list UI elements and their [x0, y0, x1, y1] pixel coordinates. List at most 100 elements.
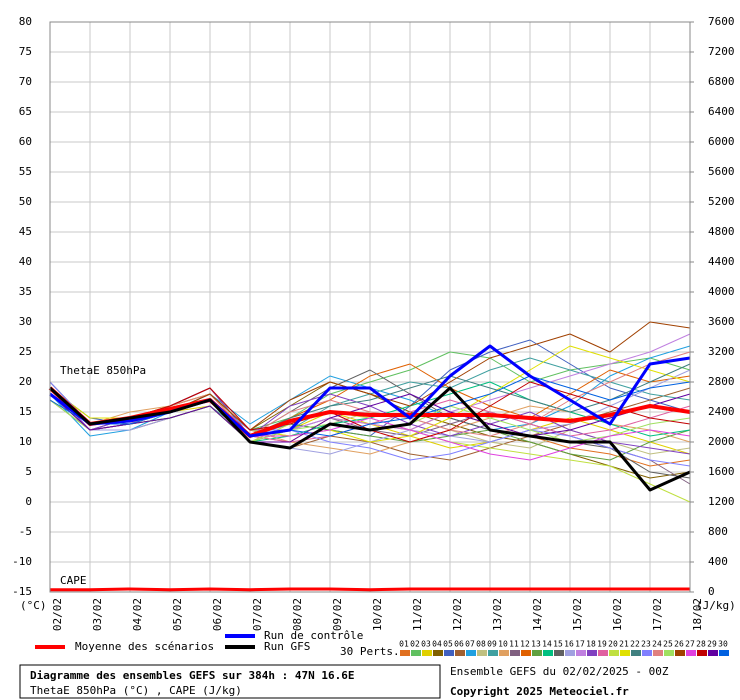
y2-tick-label: 5600 — [708, 165, 735, 178]
legend-swatch — [664, 650, 674, 656]
y-tick-label: -15 — [12, 585, 32, 598]
legend-label: 12 — [520, 640, 530, 649]
legend-swatch — [686, 650, 696, 656]
y2-tick-label: 2400 — [708, 405, 735, 418]
legend-swatch — [631, 650, 641, 656]
y-tick-label: 15 — [19, 405, 32, 418]
y-tick-label: 75 — [19, 45, 32, 58]
legend-label: 04 — [432, 640, 442, 649]
legend-label: 09 — [487, 640, 497, 649]
legend-label: 02 — [410, 640, 420, 649]
y2-tick-label: 5200 — [708, 195, 735, 208]
legend-label: 15 — [553, 640, 563, 649]
legend-swatch — [521, 650, 531, 656]
y2-tick-label: 4400 — [708, 255, 735, 268]
legend-label: Run de contrôle — [264, 629, 363, 642]
y2-tick-label: 6800 — [708, 75, 735, 88]
y-tick-label: 5 — [25, 465, 32, 478]
legend-label: 25 — [663, 640, 673, 649]
plot-frame — [49, 21, 691, 593]
cape-label: CAPE — [60, 574, 87, 587]
legend-swatch — [411, 650, 421, 656]
legend-label: 16 — [564, 640, 574, 649]
legend-label: 21 — [619, 640, 629, 649]
series-line — [48, 386, 691, 492]
legend-swatch — [675, 650, 685, 656]
x-tick-label: 07/02 — [251, 598, 264, 631]
plot-lines — [48, 321, 691, 592]
legend-label: 06 — [454, 640, 464, 649]
legend-swatch — [466, 650, 476, 656]
x-tick-label: 11/02 — [411, 598, 424, 631]
y-tick-label: 80 — [19, 15, 32, 28]
y-tick-label: 45 — [19, 225, 32, 238]
legend-swatch — [433, 650, 443, 656]
x-tick-label: 03/02 — [91, 598, 104, 631]
y-tick-label: 0 — [25, 495, 32, 508]
y2-tick-label: 6400 — [708, 105, 735, 118]
y-tick-label: 30 — [19, 315, 32, 328]
legend-swatch — [477, 650, 487, 656]
chart-title: Diagramme des ensembles GEFS sur 384h : … — [30, 669, 355, 682]
x-tick-label: 10/02 — [371, 598, 384, 631]
y-tick-label: 35 — [19, 285, 32, 298]
legend-swatch — [697, 650, 707, 656]
y2-tick-label: 3200 — [708, 345, 735, 358]
y2-tick-label: 0 — [708, 585, 715, 598]
legend-label: 30 — [718, 640, 728, 649]
legend-swatch — [510, 650, 520, 656]
legend-swatch — [708, 650, 718, 656]
legend-label: 26 — [674, 640, 684, 649]
legend-swatch — [455, 650, 465, 656]
legend-label: 19 — [597, 640, 607, 649]
legend-swatch — [719, 650, 729, 656]
legend-label: 18 — [586, 640, 596, 649]
legend-label: 14 — [542, 640, 552, 649]
x-tick-label: 14/02 — [531, 598, 544, 631]
perturbations-label: 30 Perts. — [340, 645, 400, 658]
legend-swatch — [653, 650, 663, 656]
legend-label: 27 — [685, 640, 695, 649]
y-tick-label: 50 — [19, 195, 32, 208]
y2-tick-label: 1600 — [708, 465, 735, 478]
x-tick-label: 06/02 — [211, 598, 224, 631]
x-tick-label: 16/02 — [611, 598, 624, 631]
y-tick-label: 10 — [19, 435, 32, 448]
legend-swatch — [543, 650, 553, 656]
legend-label: 11 — [509, 640, 519, 649]
legend-label: 20 — [608, 640, 618, 649]
run-info: Ensemble GEFS du 02/02/2025 - 00Z — [450, 665, 669, 678]
y2-tick-label: 4000 — [708, 285, 735, 298]
x-tick-label: 02/02 — [51, 598, 64, 631]
y-tick-label: -5 — [19, 525, 32, 538]
legend-swatch — [587, 650, 597, 656]
legend-swatch — [422, 650, 432, 656]
legend-label: 03 — [421, 640, 431, 649]
y2-tick-label: 1200 — [708, 495, 735, 508]
legend-label: 01 — [399, 640, 409, 649]
legend-swatch — [532, 650, 542, 656]
x-tick-label: 08/02 — [291, 598, 304, 631]
legend-label: 17 — [575, 640, 585, 649]
x-tick-label: 15/02 — [571, 598, 584, 631]
x-tick-label: 12/02 — [451, 598, 464, 631]
y2-tick-label: 2000 — [708, 435, 735, 448]
x-tick-label: 04/02 — [131, 598, 144, 631]
legend-swatch — [499, 650, 509, 656]
copyright: Copyright 2025 Meteociel.fr — [450, 685, 629, 698]
series-line — [48, 386, 691, 438]
y2-tick-label: 800 — [708, 525, 728, 538]
y-tick-label: -10 — [12, 555, 32, 568]
y2-tick-label: 6000 — [708, 135, 735, 148]
legend-swatch — [554, 650, 564, 656]
legend-label: 24 — [652, 640, 662, 649]
series-line — [49, 393, 691, 443]
cape-line — [50, 587, 690, 592]
y2-tick-label: 400 — [708, 555, 728, 568]
y2-tick-label: 3600 — [708, 315, 735, 328]
legend-label: 10 — [498, 640, 508, 649]
y-tick-label: 40 — [19, 255, 32, 268]
y-axis-unit: (°C) — [20, 599, 47, 612]
legend-swatch — [565, 650, 575, 656]
